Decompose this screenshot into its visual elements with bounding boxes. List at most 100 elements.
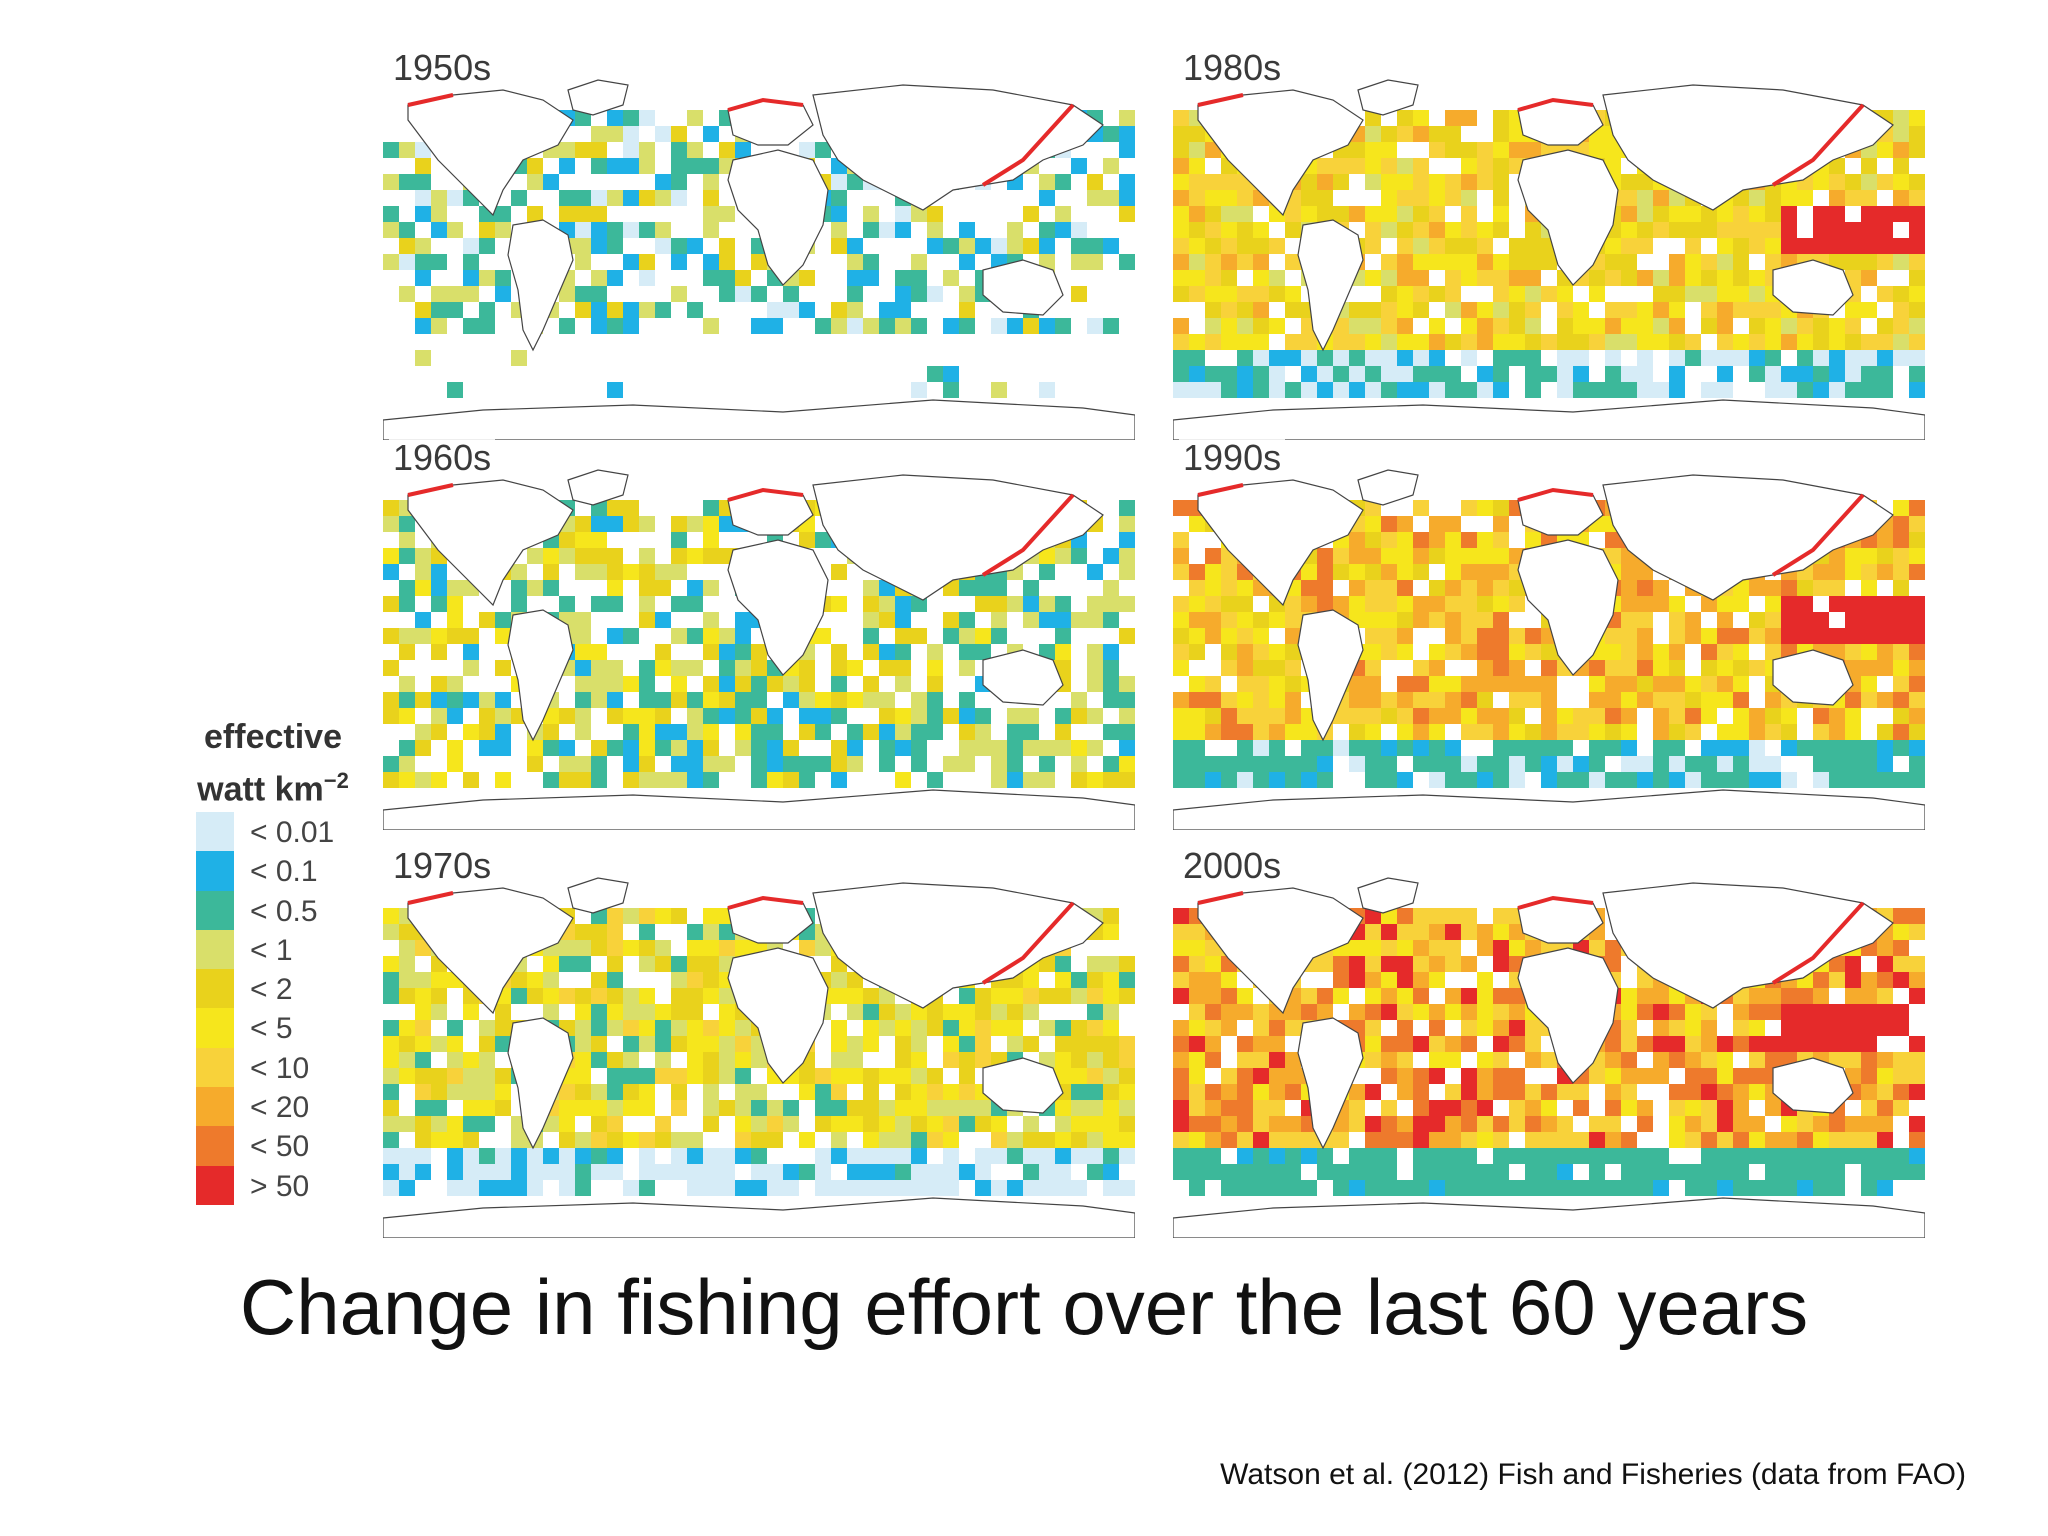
effort-cell <box>1877 222 1893 238</box>
effort-cell <box>1701 1164 1717 1180</box>
effort-cell <box>1653 318 1669 334</box>
effort-cell <box>1893 302 1909 318</box>
effort-cell <box>1717 612 1733 628</box>
effort-cell <box>1071 612 1087 628</box>
effort-cell <box>1637 1164 1653 1180</box>
effort-cell <box>1461 644 1477 660</box>
effort-cell <box>1119 956 1135 972</box>
effort-cell <box>1637 772 1653 788</box>
effort-cell <box>735 1100 751 1116</box>
effort-cell <box>1541 692 1557 708</box>
effort-cell <box>1589 142 1605 158</box>
effort-cell <box>1445 1148 1461 1164</box>
effort-cell <box>1205 580 1221 596</box>
effort-cell <box>943 1164 959 1180</box>
effort-cell <box>1189 1036 1205 1052</box>
effort-cell <box>1509 756 1525 772</box>
effort-cell <box>559 1164 575 1180</box>
effort-cell <box>1269 318 1285 334</box>
effort-cell <box>1781 1180 1797 1196</box>
effort-cell <box>1397 612 1413 628</box>
effort-cell <box>1189 988 1205 1004</box>
effort-cell <box>463 1052 479 1068</box>
effort-cell <box>831 676 847 692</box>
effort-cell <box>895 1164 911 1180</box>
effort-cell <box>623 1068 639 1084</box>
effort-cell <box>1221 334 1237 350</box>
effort-cell <box>1087 174 1103 190</box>
effort-cell <box>943 1116 959 1132</box>
effort-cell <box>399 772 415 788</box>
effort-cell <box>1493 756 1509 772</box>
effort-cell <box>1413 1004 1429 1020</box>
effort-cell <box>607 1020 623 1036</box>
effort-cell <box>1589 660 1605 676</box>
effort-cell <box>623 142 639 158</box>
effort-cell <box>1381 254 1397 270</box>
effort-cell <box>479 692 495 708</box>
effort-cell <box>1397 1052 1413 1068</box>
effort-cell <box>1909 548 1925 564</box>
effort-cell <box>1173 126 1189 142</box>
effort-cell <box>703 1100 719 1116</box>
effort-cell <box>1477 270 1493 286</box>
effort-cell <box>799 708 815 724</box>
effort-cell <box>1023 318 1039 334</box>
effort-cell <box>1717 366 1733 382</box>
effort-cell <box>959 1004 975 1020</box>
effort-cell <box>1605 1084 1621 1100</box>
effort-cell <box>1509 286 1525 302</box>
effort-cell <box>1893 1004 1909 1020</box>
effort-cell <box>1173 1020 1189 1036</box>
effort-cell <box>383 1100 399 1116</box>
effort-cell <box>1349 548 1365 564</box>
effort-cell <box>943 382 959 398</box>
effort-cell <box>1413 612 1429 628</box>
effort-cell <box>799 756 815 772</box>
effort-cell <box>655 772 671 788</box>
effort-cell <box>1365 302 1381 318</box>
effort-cell <box>639 516 655 532</box>
effort-cell <box>1765 1164 1781 1180</box>
effort-cell <box>575 628 591 644</box>
legend-label: < 10 <box>250 1051 310 1085</box>
effort-cell <box>1525 940 1541 956</box>
effort-cell <box>1269 1052 1285 1068</box>
effort-cell <box>1765 302 1781 318</box>
effort-cell <box>1333 1180 1349 1196</box>
effort-cell <box>463 1084 479 1100</box>
effort-cell <box>1349 142 1365 158</box>
effort-cell <box>575 940 591 956</box>
effort-cell <box>1621 254 1637 270</box>
effort-cell <box>1365 382 1381 398</box>
effort-cell <box>1461 1100 1477 1116</box>
effort-cell <box>1381 956 1397 972</box>
effort-cell <box>1813 756 1829 772</box>
effort-cell <box>1349 756 1365 772</box>
land-mass <box>1173 399 1925 440</box>
effort-cell <box>1397 334 1413 350</box>
effort-cell <box>1071 740 1087 756</box>
effort-cell <box>943 612 959 628</box>
effort-cell <box>463 270 479 286</box>
effort-cell <box>1621 1036 1637 1052</box>
effort-cell <box>1189 350 1205 366</box>
effort-cell <box>607 940 623 956</box>
effort-cell <box>1205 612 1221 628</box>
effort-cell <box>1829 1036 1845 1052</box>
effort-cell <box>1221 612 1237 628</box>
effort-cell <box>639 692 655 708</box>
effort-cell <box>1525 1052 1541 1068</box>
effort-cell <box>1461 1116 1477 1132</box>
effort-cell <box>1909 238 1925 254</box>
effort-cell <box>1189 516 1205 532</box>
effort-cell <box>1781 628 1797 644</box>
effort-cell <box>703 676 719 692</box>
effort-cell <box>1589 676 1605 692</box>
effort-cell <box>1039 548 1055 564</box>
effort-cell <box>1557 772 1573 788</box>
effort-cell <box>1509 1100 1525 1116</box>
effort-cell <box>1717 596 1733 612</box>
effort-cell <box>879 1068 895 1084</box>
effort-cell <box>1189 222 1205 238</box>
